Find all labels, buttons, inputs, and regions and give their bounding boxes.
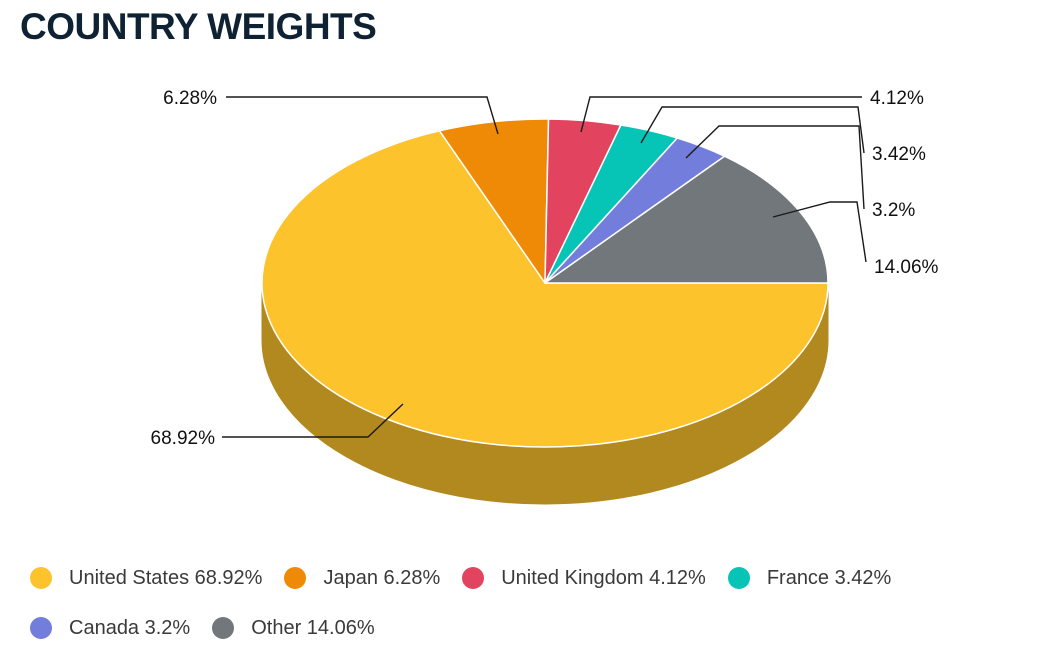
data-label-united-kingdom: 4.12%: [870, 88, 924, 109]
legend-swatch-canada: [30, 617, 52, 639]
data-label-france: 3.42%: [872, 144, 926, 165]
legend-swatch-france: [727, 567, 750, 589]
legend-item-united-kingdom[interactable]: United Kingdom 4.12%: [462, 560, 706, 596]
data-label-united-states: 68.92%: [151, 428, 216, 449]
data-label-other: 14.06%: [874, 257, 939, 278]
legend-item-other[interactable]: Other 14.06%: [212, 610, 375, 646]
legend-swatch-other: [212, 617, 235, 639]
legend-label-united-states: United States 68.92%: [69, 566, 263, 589]
data-label-canada: 3.2%: [872, 200, 915, 221]
legend-item-france[interactable]: France 3.42%: [727, 560, 892, 596]
legend-label-france: France 3.42%: [766, 566, 892, 589]
pie-slices: [261, 118, 829, 448]
label-leaders: 68.92% 6.28% 4.12% 3.42% 3.2% 14.06%: [151, 88, 939, 449]
data-label-japan: 6.28%: [163, 88, 217, 109]
legend-swatch-japan: [284, 567, 307, 589]
legend-label-other: Other 14.06%: [251, 616, 375, 639]
leader-line-france: [640, 106, 865, 154]
leader-line-japan: [226, 96, 499, 135]
legend-item-japan[interactable]: Japan 6.28%: [284, 560, 440, 596]
legend-label-united-kingdom: United Kingdom 4.12%: [501, 566, 706, 589]
chart-title: COUNTRY WEIGHTS: [20, 6, 377, 47]
legend: United States 68.92% Japan 6.28% United Ki…: [30, 560, 1020, 646]
pie-slice-other[interactable]: [544, 155, 829, 284]
leader-line-united-kingdom: [580, 96, 862, 133]
legend-swatch-united-kingdom: [462, 567, 485, 589]
pie-chart: 68.92% 6.28% 4.12% 3.42% 3.2% 14.06%: [151, 88, 939, 505]
leader-line-united-states: [222, 403, 404, 438]
leader-line-other: [772, 201, 867, 263]
legend-item-canada[interactable]: Canada 3.2%: [30, 610, 190, 646]
legend-label-japan: Japan 6.28%: [323, 566, 441, 589]
legend-item-united-states[interactable]: United States 68.92%: [30, 560, 262, 596]
legend-label-canada: Canada 3.2%: [69, 616, 191, 639]
legend-swatch-united-states: [30, 567, 52, 589]
leader-line-canada: [685, 125, 865, 210]
